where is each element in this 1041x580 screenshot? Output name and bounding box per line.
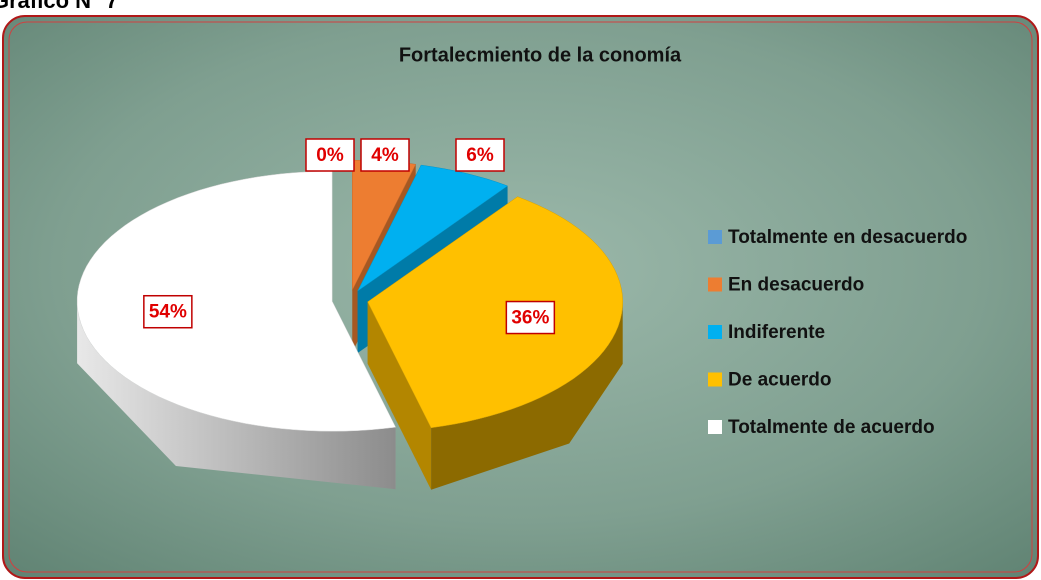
- legend-swatch: [708, 277, 722, 292]
- pie-slice: [367, 196, 623, 490]
- data-label: 36%: [505, 300, 556, 335]
- data-label: 6%: [455, 138, 505, 172]
- legend-label: Totalmente de acuerdo: [728, 417, 935, 438]
- legend-swatch: [708, 230, 722, 244]
- legend-label: En desacuerdo: [728, 275, 864, 296]
- data-label-text: 54%: [149, 302, 187, 323]
- data-label-box: [305, 138, 355, 172]
- data-label: 0%: [305, 138, 355, 172]
- legend: Totalmente en desacuerdo En desacuerdo Ind…: [708, 227, 967, 438]
- pie-slice: [76, 170, 396, 490]
- legend-label: De acuerdo: [728, 370, 831, 391]
- legend-swatch: [708, 372, 722, 387]
- chart-title: Fortalecmiento de la conomía: [399, 44, 682, 66]
- heading: Gráfico N° 7: [0, 0, 118, 13]
- data-label: 4%: [360, 138, 410, 172]
- slice-top: [367, 196, 623, 429]
- data-label-box: [360, 138, 410, 172]
- data-label-text: 0%: [316, 145, 344, 166]
- data-label-text: 6%: [466, 145, 494, 166]
- pie: 0% 4% 6% 36% 54%: [76, 138, 623, 490]
- slice-wall: [431, 301, 623, 490]
- slice-top: [76, 170, 396, 432]
- slice-wall: [77, 301, 396, 490]
- data-label-text: 36%: [511, 308, 549, 329]
- slice-side: [367, 301, 432, 490]
- legend-swatch: [708, 420, 722, 434]
- chart-frame-inner: [8, 21, 1033, 573]
- data-label-box: [505, 300, 556, 335]
- legend-swatch: [708, 325, 722, 339]
- data-label: 54%: [143, 294, 193, 329]
- slice-top: [357, 164, 509, 292]
- legend-label: Indiferente: [728, 322, 825, 343]
- data-label-box: [455, 138, 505, 172]
- legend-label: Totalmente en desacuerdo: [728, 227, 967, 248]
- data-label-text: 4%: [371, 145, 399, 166]
- data-label-box: [143, 294, 193, 329]
